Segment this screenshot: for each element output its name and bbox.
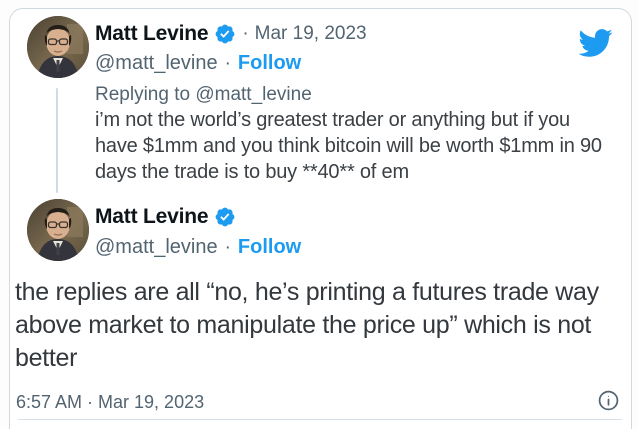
- avatar-photo: [27, 16, 89, 78]
- author-handle[interactable]: @matt_levine: [95, 52, 218, 74]
- reply-tweet-text: i’m not the world’s greatest trader or a…: [95, 109, 602, 183]
- avatar-photo: [27, 199, 89, 261]
- separator-dot: ·: [242, 23, 249, 44]
- divider: [18, 419, 622, 420]
- tweet-card: [9, 8, 632, 429]
- twitter-logo-icon[interactable]: [573, 25, 617, 61]
- verified-badge-icon: [214, 23, 236, 45]
- info-icon[interactable]: [597, 389, 620, 412]
- avatar[interactable]: [27, 199, 89, 261]
- follow-button[interactable]: Follow: [237, 236, 302, 258]
- author-name[interactable]: Matt Levine: [95, 22, 209, 45]
- follow-button[interactable]: Follow: [237, 52, 302, 74]
- tweet-date[interactable]: Mar 19, 2023: [254, 23, 367, 44]
- main-tweet-text: the replies are all “no, he’s printing a…: [15, 278, 599, 372]
- thread-connector-line: [56, 88, 58, 193]
- verified-badge-icon: [214, 206, 236, 228]
- separator-dot: ·: [224, 236, 231, 258]
- separator-dot: ·: [224, 52, 231, 74]
- replying-to-label[interactable]: Replying to @matt_levine: [95, 84, 312, 105]
- author-handle[interactable]: @matt_levine: [95, 236, 218, 258]
- timestamp[interactable]: 6:57 AM · Mar 19, 2023: [16, 392, 205, 412]
- avatar[interactable]: [27, 16, 89, 78]
- author-name[interactable]: Matt Levine: [95, 205, 209, 228]
